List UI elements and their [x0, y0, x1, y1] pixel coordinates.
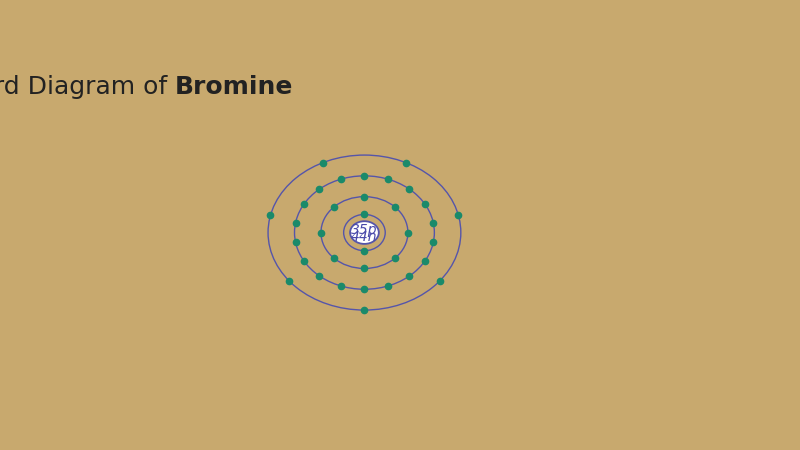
Text: 35p: 35p [351, 223, 378, 237]
Text: 44n: 44n [351, 230, 378, 243]
Text: Bromine: Bromine [175, 75, 294, 99]
Ellipse shape [350, 221, 379, 244]
Text: Bohr-Rutherford Diagram of: Bohr-Rutherford Diagram of [0, 75, 175, 99]
